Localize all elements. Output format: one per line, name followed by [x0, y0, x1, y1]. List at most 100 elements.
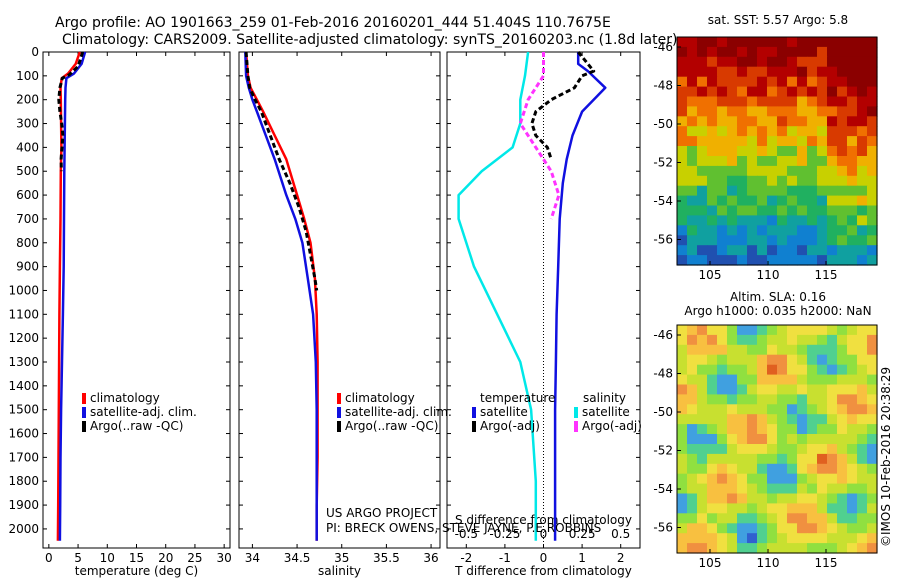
map-cell	[727, 66, 738, 78]
x-tick-label: 2	[617, 551, 625, 565]
map-cell	[687, 185, 698, 197]
legend-swatch-sal-argo	[574, 421, 578, 432]
map-cell	[867, 175, 878, 187]
legend-label-temp-satellite: satellite	[480, 405, 528, 419]
map-cell	[867, 56, 878, 68]
map-cell	[797, 255, 808, 266]
map-cell	[817, 473, 828, 485]
map-cell	[677, 116, 688, 127]
map-cell	[837, 146, 848, 157]
x-tick-label: 5	[74, 551, 82, 565]
map-y-tick-label: -52	[653, 444, 673, 458]
map-cell	[727, 185, 738, 197]
t-difference-panel: -2 -1 0 1 2T difference from climatology S di…	[446, 51, 641, 578]
x-tick-label: 34	[245, 551, 260, 565]
map-cell	[767, 76, 778, 88]
map-cell	[767, 513, 778, 524]
map-cell	[807, 185, 818, 197]
depth-tick-label: 800	[16, 236, 39, 250]
map-cell	[677, 334, 688, 346]
map-cell	[867, 205, 878, 216]
map-cell	[717, 513, 728, 524]
map-cell	[697, 354, 708, 366]
map-cell	[777, 483, 788, 495]
map-cell	[737, 354, 748, 366]
map-cell	[717, 543, 728, 554]
map-cell	[817, 523, 828, 534]
map-cell	[837, 533, 848, 544]
x-tick-label: 0	[45, 551, 53, 565]
map-cell	[837, 404, 848, 415]
map-cell	[837, 126, 848, 137]
map-cell	[727, 414, 738, 425]
map-cell	[837, 56, 848, 68]
map-cell	[677, 156, 688, 167]
map-cell	[747, 513, 758, 524]
map-cell	[767, 344, 778, 356]
map-cell	[817, 463, 828, 475]
map-cell	[757, 205, 768, 216]
map-cell	[787, 513, 798, 524]
map-cell	[727, 424, 738, 435]
map-cell	[777, 424, 788, 435]
map-cell	[707, 334, 718, 346]
map-cell	[747, 533, 758, 544]
map-cell	[777, 116, 788, 127]
s-diff-tick-label: -0.5	[455, 527, 478, 541]
map-cell	[857, 483, 868, 495]
map-cell	[857, 543, 868, 554]
map-cell	[747, 394, 758, 405]
map-cell	[817, 156, 828, 167]
map-cell	[837, 225, 848, 236]
legend-label-satellite: satellite-adj. clim.	[345, 405, 452, 419]
map-cell	[817, 453, 828, 465]
map-cell	[767, 424, 778, 435]
map-cell	[807, 156, 818, 167]
map-cell	[837, 434, 848, 445]
map-cell	[687, 513, 698, 524]
map-cell	[867, 37, 878, 48]
map-cell	[757, 156, 768, 167]
map-cell	[727, 175, 738, 187]
map-cell	[707, 126, 718, 137]
map-cell	[697, 255, 708, 266]
map-cell	[727, 106, 738, 117]
map-cell	[797, 543, 808, 554]
map-cell	[727, 463, 738, 475]
map-cell	[717, 533, 728, 544]
depth-tick-label: 1700	[8, 450, 39, 464]
map-cell	[787, 86, 798, 98]
map-cell	[757, 394, 768, 405]
map-cell	[757, 533, 768, 544]
map-cell	[847, 453, 858, 465]
map-cell	[847, 215, 858, 226]
map-cell	[797, 513, 808, 524]
map-cell	[797, 116, 808, 127]
map-cell	[827, 146, 838, 157]
map-cell	[827, 126, 838, 137]
map-cell	[827, 56, 838, 68]
map-cell	[747, 334, 758, 346]
map-cell	[827, 434, 838, 445]
map-cell	[757, 146, 768, 157]
map-cell	[797, 66, 808, 78]
depth-tick-label: 2000	[8, 522, 39, 536]
map-cell	[717, 76, 728, 88]
map-cell	[797, 146, 808, 157]
map-cell	[827, 334, 838, 346]
map-cell	[837, 205, 848, 216]
map-cell	[697, 146, 708, 157]
map-cell	[677, 384, 688, 395]
map-cell	[687, 165, 698, 177]
map-cell	[857, 245, 868, 256]
map-cell	[857, 235, 868, 246]
map-cell	[757, 334, 768, 346]
map-cell	[817, 334, 828, 346]
map-cell	[697, 116, 708, 127]
map-cell	[807, 325, 818, 336]
map-cell	[807, 46, 818, 58]
map-cell	[847, 384, 858, 395]
map-cell	[817, 483, 828, 495]
map-cell	[787, 205, 798, 216]
map-y-tick-label: -46	[653, 40, 673, 54]
